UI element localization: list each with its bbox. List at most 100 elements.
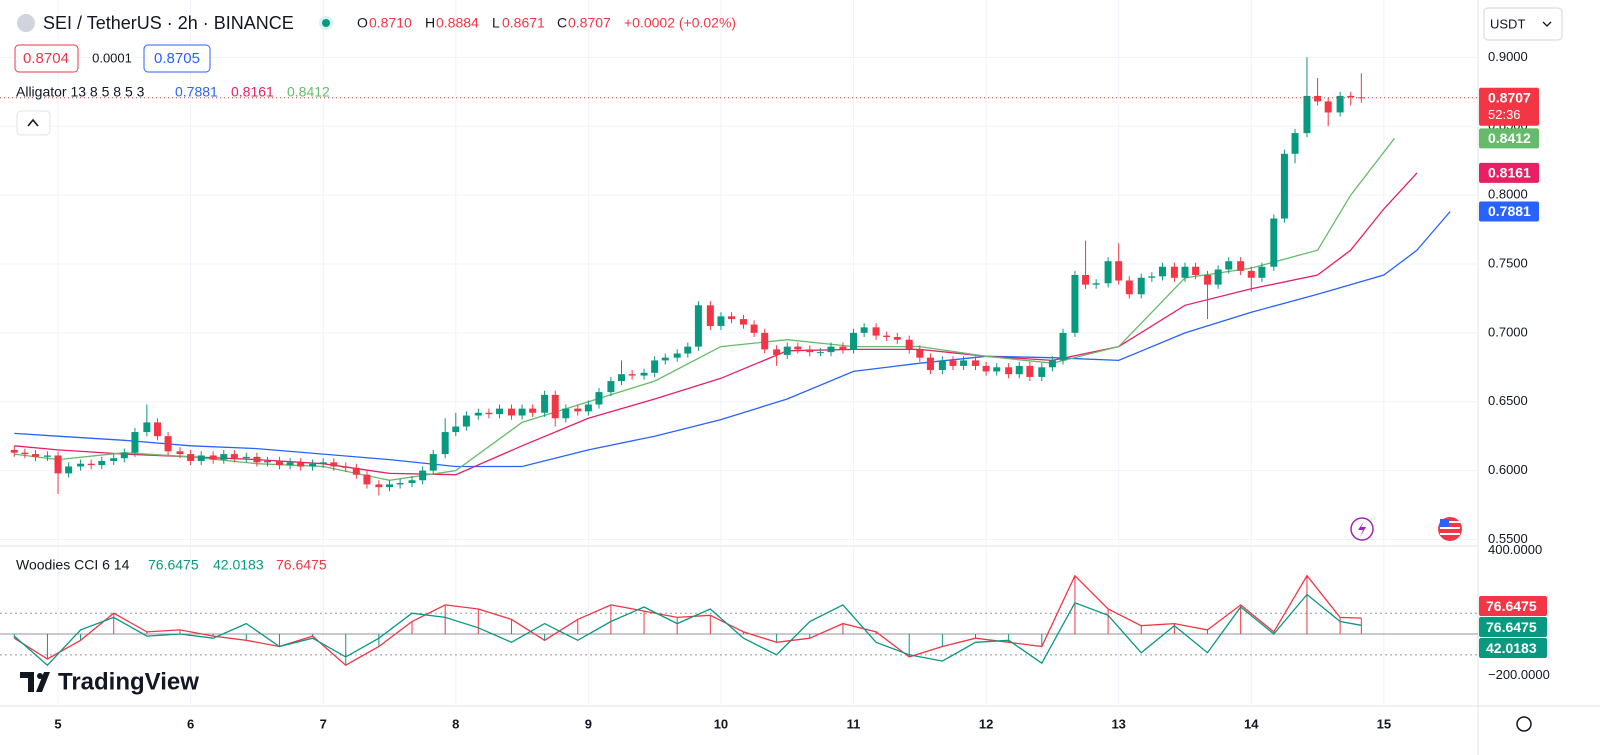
- candle-body: [429, 454, 437, 471]
- legend-value: 42.0183: [213, 557, 264, 573]
- logo-dot: [37, 673, 43, 679]
- ohlc-key: H: [425, 15, 435, 31]
- ohlc-value: 0.8671: [502, 15, 545, 31]
- candle-body: [1247, 270, 1255, 278]
- x-tick-label: 10: [714, 716, 728, 731]
- x-tick-label: 15: [1377, 716, 1391, 731]
- currency-select[interactable]: [1483, 7, 1563, 41]
- bid: 0.8704: [23, 50, 69, 67]
- candle-body: [1204, 275, 1212, 285]
- x-tick-label: 11: [847, 716, 861, 731]
- candle-body: [684, 346, 692, 354]
- settings-icon[interactable]: [1516, 716, 1532, 732]
- cci-value-box: [1479, 617, 1547, 638]
- y-tick-label: 0.9000: [1488, 49, 1528, 64]
- x-tick-label: 8: [452, 716, 459, 731]
- candle-body: [21, 452, 29, 455]
- candle-body: [673, 353, 681, 358]
- candle-body: [1038, 367, 1046, 377]
- candle-body: [883, 335, 891, 337]
- candle-body: [330, 462, 338, 467]
- candle-body: [706, 305, 714, 326]
- change: +0.0002 (+0.02%): [624, 15, 736, 31]
- last-price-box: [1479, 87, 1539, 126]
- candle-body: [31, 454, 39, 457]
- candle-body: [584, 404, 592, 412]
- candle-body: [783, 346, 791, 355]
- cci-value: 76.6475: [1486, 598, 1537, 614]
- candle-body: [1082, 275, 1090, 285]
- indicator-legend: Alligator 13 8 5 8 5 3: [16, 84, 145, 100]
- lightning: [1358, 521, 1366, 537]
- candle-body: [342, 466, 350, 468]
- candle-body: [441, 432, 449, 455]
- candle-body: [65, 466, 73, 474]
- ohlc-value: 0.8710: [369, 15, 412, 31]
- flag-stripe: [1440, 527, 1460, 529]
- candle-body: [462, 415, 470, 427]
- candle-body: [474, 412, 482, 416]
- candle-body: [541, 394, 549, 413]
- alligator-line: [14, 211, 1451, 468]
- y-tick-label: 400.0000: [1488, 542, 1542, 557]
- candle-body: [319, 462, 327, 464]
- currency: USDT: [1490, 16, 1525, 31]
- candle-body: [1291, 133, 1299, 154]
- candle-body: [1015, 365, 1023, 375]
- candle-body: [1104, 261, 1112, 284]
- indicator-price: 0.8412: [1488, 130, 1531, 146]
- x-tick-label: 7: [320, 716, 327, 731]
- candle-body: [839, 346, 847, 350]
- candle-body: [926, 357, 934, 371]
- candle-body: [794, 346, 802, 350]
- cci-value: 42.0183: [1486, 640, 1537, 656]
- candle-body: [230, 454, 238, 459]
- ask: 0.8705: [154, 50, 200, 67]
- cci-value: 76.6475: [1486, 619, 1537, 635]
- candle-body: [1048, 360, 1056, 368]
- candle-body: [176, 451, 184, 455]
- candle-body: [618, 374, 626, 382]
- candle-body: [297, 462, 305, 467]
- ohlc-value: 0.8707: [568, 15, 611, 31]
- candle-body: [408, 480, 416, 484]
- dropdown-arrow: [1542, 21, 1552, 27]
- candle-body: [872, 327, 880, 336]
- candle-body: [661, 357, 669, 361]
- candle-body: [187, 454, 195, 461]
- candle-body: [209, 455, 217, 460]
- candle-body: [694, 305, 702, 347]
- candle-body: [860, 327, 868, 333]
- candle-body: [1005, 367, 1013, 375]
- bid-box[interactable]: [14, 44, 79, 73]
- candle-body: [717, 316, 725, 326]
- candle-body: [197, 455, 205, 461]
- x-tick-label: 12: [979, 716, 993, 731]
- symbol-icon: [17, 14, 35, 32]
- candle-body: [1158, 266, 1166, 277]
- candle-body: [1214, 269, 1222, 285]
- logo: TradingView: [58, 668, 199, 695]
- candle-body: [253, 456, 261, 463]
- candle-body: [640, 372, 648, 376]
- candle-body: [1026, 365, 1034, 377]
- candle-body: [77, 463, 85, 467]
- candle-body: [1059, 332, 1067, 361]
- candle-body: [120, 452, 128, 459]
- ask-box[interactable]: [143, 44, 211, 73]
- cci-legend: Woodies CCI 6 14: [16, 557, 130, 573]
- ohlc-key: C: [557, 15, 567, 31]
- candle-body: [905, 339, 913, 350]
- status-dot: [322, 19, 330, 27]
- countdown: 52:36: [1488, 107, 1521, 122]
- legend-value: 76.6475: [148, 557, 199, 573]
- candle-body: [10, 449, 18, 453]
- candle-body: [1192, 266, 1200, 275]
- candle-body: [728, 316, 736, 320]
- candle-body: [1357, 97, 1365, 99]
- candle-body: [1137, 277, 1145, 295]
- indicator-price-box: [1479, 201, 1539, 222]
- collapse-button[interactable]: [16, 110, 51, 136]
- legend-value: 0.8161: [231, 84, 274, 100]
